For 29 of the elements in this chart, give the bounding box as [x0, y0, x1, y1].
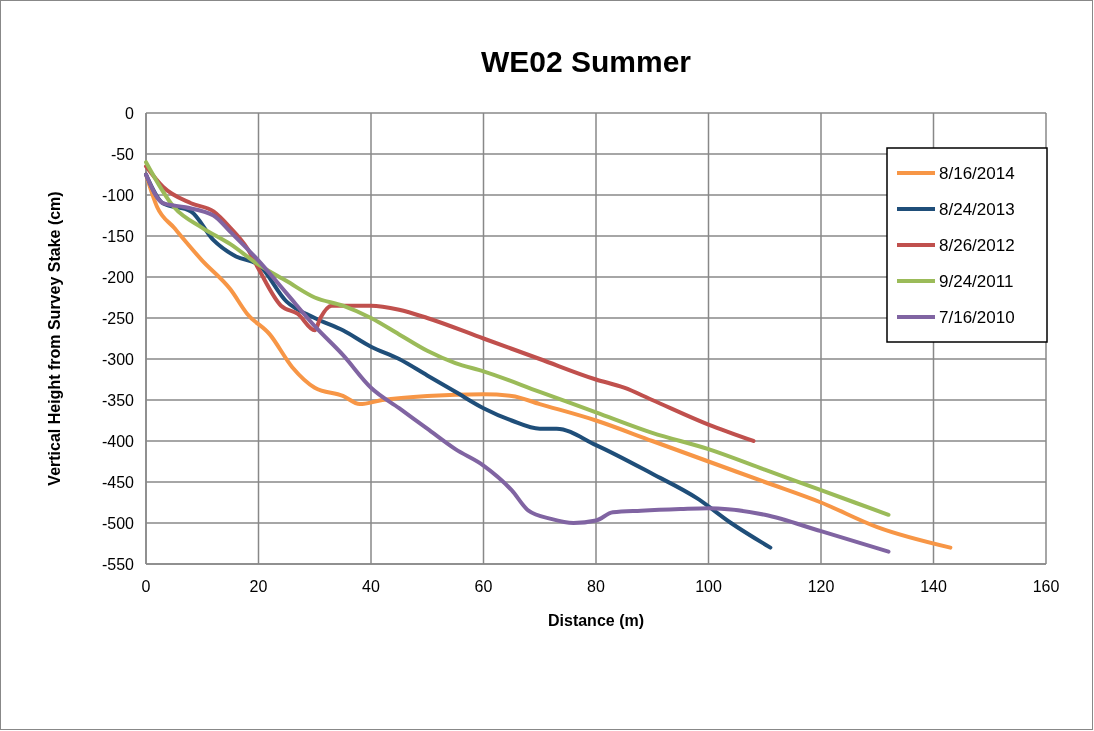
y-tick-label: -250 — [101, 309, 135, 327]
x-tick-label: 40 — [362, 578, 380, 595]
y-tick-label: -50 — [110, 145, 135, 163]
x-tick-label: 100 — [695, 578, 722, 595]
y-axis-title: Vertical Height from Survey Stake (cm) — [46, 191, 63, 486]
x-tick-label: 20 — [249, 578, 268, 595]
chart-title: WE02 Summer — [480, 45, 692, 78]
legend-label: 8/26/2012 — [939, 235, 1015, 255]
x-tick-label: 160 — [1032, 578, 1060, 595]
x-tick-label: 0 — [141, 578, 151, 595]
y-tick-label: -450 — [101, 473, 135, 491]
x-tick-label: 140 — [920, 578, 947, 595]
legend-label: 9/24/2011 — [939, 271, 1014, 291]
legend-label: 8/16/2014 — [939, 163, 1015, 183]
y-tick-label: -350 — [101, 391, 135, 409]
legend-label: 8/24/2013 — [939, 199, 1015, 219]
x-tick-label: 80 — [587, 578, 605, 595]
y-tick-label: -100 — [101, 186, 135, 204]
x-tick-label: 60 — [474, 578, 493, 595]
x-axis-title: Distance (m) — [547, 612, 645, 629]
x-tick-label: 120 — [807, 578, 835, 595]
y-tick-label: -200 — [101, 268, 135, 286]
y-tick-label: -500 — [101, 514, 135, 532]
y-tick-label: -400 — [101, 432, 135, 450]
y-tick-label: 0 — [125, 104, 135, 122]
y-tick-label: -300 — [101, 350, 135, 368]
legend-label: 7/16/2010 — [939, 307, 1015, 327]
y-tick-label: -150 — [101, 227, 135, 245]
y-tick-label: -550 — [101, 555, 135, 573]
